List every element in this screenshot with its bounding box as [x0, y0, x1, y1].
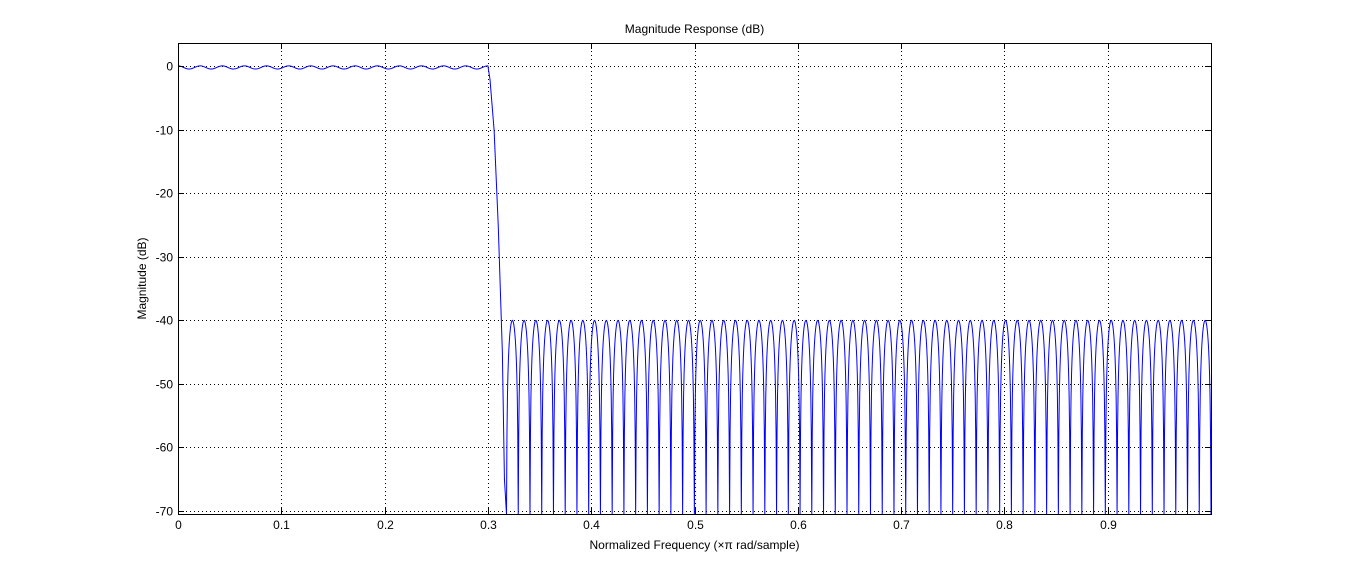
x-tick-label: 0.6: [790, 518, 807, 532]
x-axis-label: Normalized Frequency (×π rad/sample): [589, 538, 799, 552]
y-tick-label: -20: [156, 187, 174, 201]
y-tick-label: -60: [156, 441, 174, 455]
x-tick-label: 0.5: [687, 518, 704, 532]
y-tick-label: -30: [156, 251, 174, 265]
chart-title: Magnitude Response (dB): [625, 22, 764, 36]
x-tick-label: 0.4: [583, 518, 600, 532]
x-tick-label: 0.9: [1100, 518, 1117, 532]
x-tick-label: 0.7: [893, 518, 910, 532]
x-tick-label: 0.8: [996, 518, 1013, 532]
y-tick-label: -40: [156, 314, 174, 328]
x-tick-label: 0.2: [377, 518, 394, 532]
y-tick-label: -70: [156, 505, 174, 519]
y-tick-label: -50: [156, 378, 174, 392]
tick-labels-layer: 0 0.1 0.2 0.3 0.4 0.5 0.6 0.7 0.8 0.9 0 -10 -20 -30 -4…: [156, 60, 1118, 533]
x-tick-label: 0: [175, 518, 182, 532]
x-tick-label: 0.3: [480, 518, 497, 532]
ticks-layer: [178, 43, 1211, 514]
y-tick-label: 0: [166, 60, 173, 74]
y-axis-label: Magnitude (dB): [135, 237, 149, 319]
plot-area: [178, 65, 1211, 514]
x-tick-label: 0.1: [273, 518, 290, 532]
magnitude-response-line: [178, 65, 1211, 514]
y-tick-label: -10: [156, 124, 174, 138]
